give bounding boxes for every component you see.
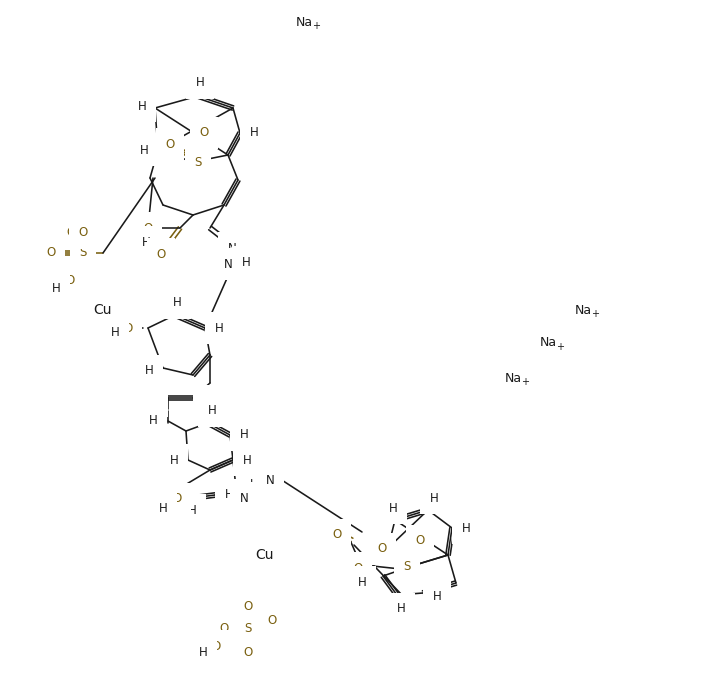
Text: H: H — [430, 491, 438, 505]
Text: O: O — [219, 621, 229, 634]
Text: H: H — [242, 255, 250, 269]
Text: +: + — [521, 377, 529, 387]
Text: H: H — [139, 144, 149, 156]
Text: S: S — [194, 156, 202, 168]
Text: H: H — [172, 297, 182, 309]
Text: O: O — [79, 226, 88, 239]
Text: H: H — [388, 501, 397, 514]
Text: O: O — [46, 246, 55, 260]
Text: H: H — [250, 126, 259, 140]
Text: +: + — [312, 21, 320, 31]
Text: H: H — [243, 454, 252, 466]
Text: H: H — [196, 77, 205, 89]
Text: H: H — [224, 489, 233, 501]
Text: H: H — [250, 479, 259, 491]
Text: H: H — [149, 415, 158, 427]
Text: H: H — [142, 235, 151, 248]
Text: H: H — [433, 590, 442, 602]
Text: +: + — [556, 342, 564, 352]
Text: H: H — [158, 503, 168, 516]
Text: H: H — [207, 405, 217, 417]
Text: H: H — [198, 646, 207, 658]
Text: O: O — [144, 221, 153, 235]
Text: Na: Na — [540, 336, 557, 350]
Text: O: O — [172, 493, 182, 505]
Text: N: N — [266, 475, 274, 487]
Text: H: H — [240, 429, 248, 442]
Text: O: O — [212, 639, 221, 653]
Text: N: N — [224, 258, 232, 271]
Text: H: H — [149, 403, 158, 417]
Text: Cu: Cu — [256, 548, 274, 562]
Text: N: N — [240, 491, 248, 505]
Text: +: + — [591, 309, 599, 319]
Text: O: O — [353, 561, 362, 574]
Text: O: O — [165, 138, 175, 151]
Text: H: H — [215, 322, 224, 334]
Text: H: H — [203, 394, 212, 408]
Text: O: O — [377, 542, 387, 556]
Text: O: O — [332, 528, 341, 542]
Text: N: N — [228, 242, 236, 255]
Text: H: H — [144, 364, 154, 378]
Text: O: O — [416, 535, 425, 547]
Text: Na: Na — [505, 371, 522, 385]
Text: Na: Na — [575, 304, 592, 316]
Text: H: H — [137, 100, 147, 112]
Text: H: H — [149, 394, 158, 408]
Text: H: H — [170, 454, 178, 466]
Text: S: S — [245, 621, 252, 634]
Text: O: O — [267, 614, 277, 627]
Text: H: H — [52, 281, 60, 295]
Text: O: O — [123, 322, 132, 334]
Text: Na: Na — [296, 15, 313, 29]
Text: O: O — [243, 646, 252, 658]
Text: O: O — [199, 126, 209, 140]
Text: H: H — [111, 325, 119, 339]
Text: H: H — [397, 602, 405, 616]
Text: Cu: Cu — [94, 303, 112, 317]
Text: O: O — [65, 274, 74, 286]
Text: S: S — [403, 560, 411, 574]
Text: H: H — [462, 521, 470, 535]
Text: O: O — [243, 600, 252, 613]
Text: O: O — [67, 226, 76, 239]
Text: S: S — [79, 246, 87, 260]
Text: O: O — [156, 248, 165, 260]
Text: H: H — [358, 575, 367, 588]
Text: H: H — [188, 503, 196, 517]
